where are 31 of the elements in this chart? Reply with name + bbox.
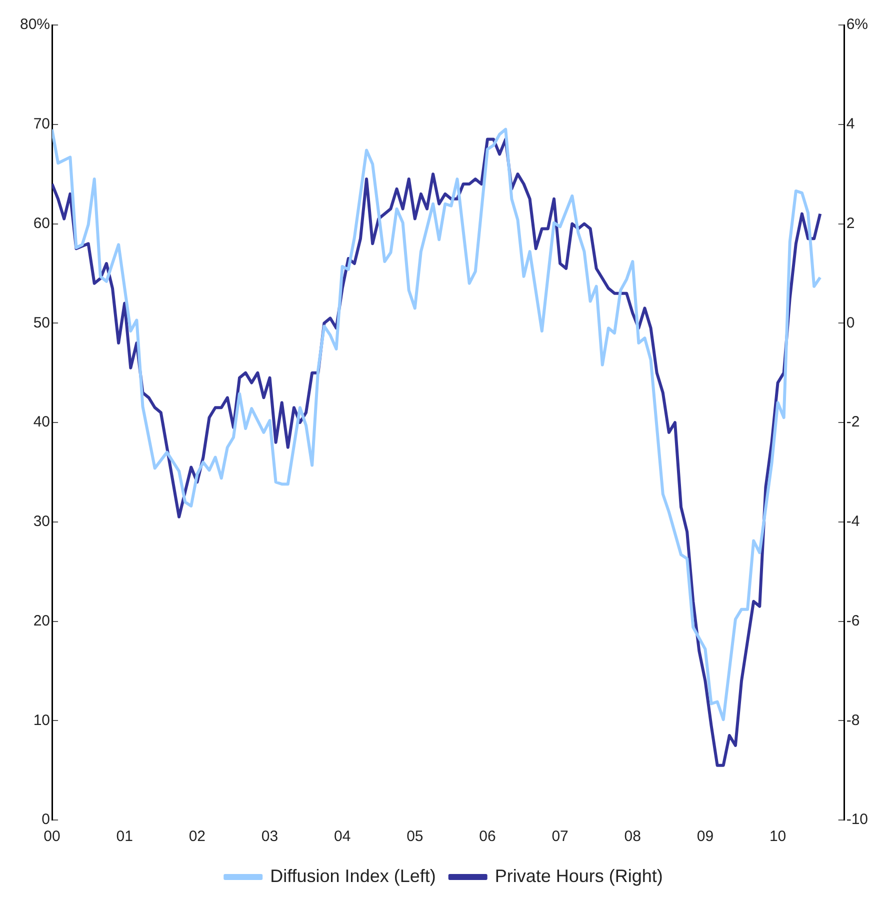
y-tick-label: 70: [33, 116, 50, 133]
y2-tick-label: 2: [846, 214, 855, 232]
y2-tick-label: -2: [846, 414, 860, 431]
y-tick-label: 60: [33, 214, 50, 232]
legend-label: Diffusion Index (Left): [270, 866, 436, 886]
y2-tick-label: -10: [846, 811, 868, 828]
x-tick-label: 06: [479, 828, 496, 846]
x-tick-label: 07: [552, 828, 568, 846]
y-tick-label: 10: [33, 712, 50, 729]
x-tick-label: 10: [769, 828, 786, 846]
x-tick-label: 02: [188, 828, 206, 846]
y-tick-label: 30: [33, 513, 50, 530]
y-tick-label: 80%: [20, 16, 50, 34]
x-tick-label: 04: [334, 828, 351, 846]
x-tick-label: 05: [406, 828, 424, 846]
y2-tick-label: -4: [846, 513, 860, 530]
y2-tick-label: 4: [846, 116, 855, 133]
y2-tick-label: -8: [846, 712, 860, 729]
y-tick-label: 40: [33, 414, 50, 431]
y-tick-label: 50: [33, 314, 50, 332]
x-tick-label: 00: [44, 828, 60, 846]
y-tick-label: 20: [33, 612, 50, 630]
y2-tick-label: 6%: [846, 16, 868, 34]
x-tick-label: 01: [116, 828, 133, 846]
legend-label: Private Hours (Right): [494, 866, 663, 886]
y2-tick-label: 0: [846, 314, 855, 332]
x-tick-label: 09: [696, 828, 714, 846]
x-tick-label: 08: [624, 828, 641, 846]
x-tick-label: 03: [261, 828, 278, 846]
y2-tick-label: -6: [846, 612, 860, 630]
y-tick-label: 0: [42, 811, 50, 828]
